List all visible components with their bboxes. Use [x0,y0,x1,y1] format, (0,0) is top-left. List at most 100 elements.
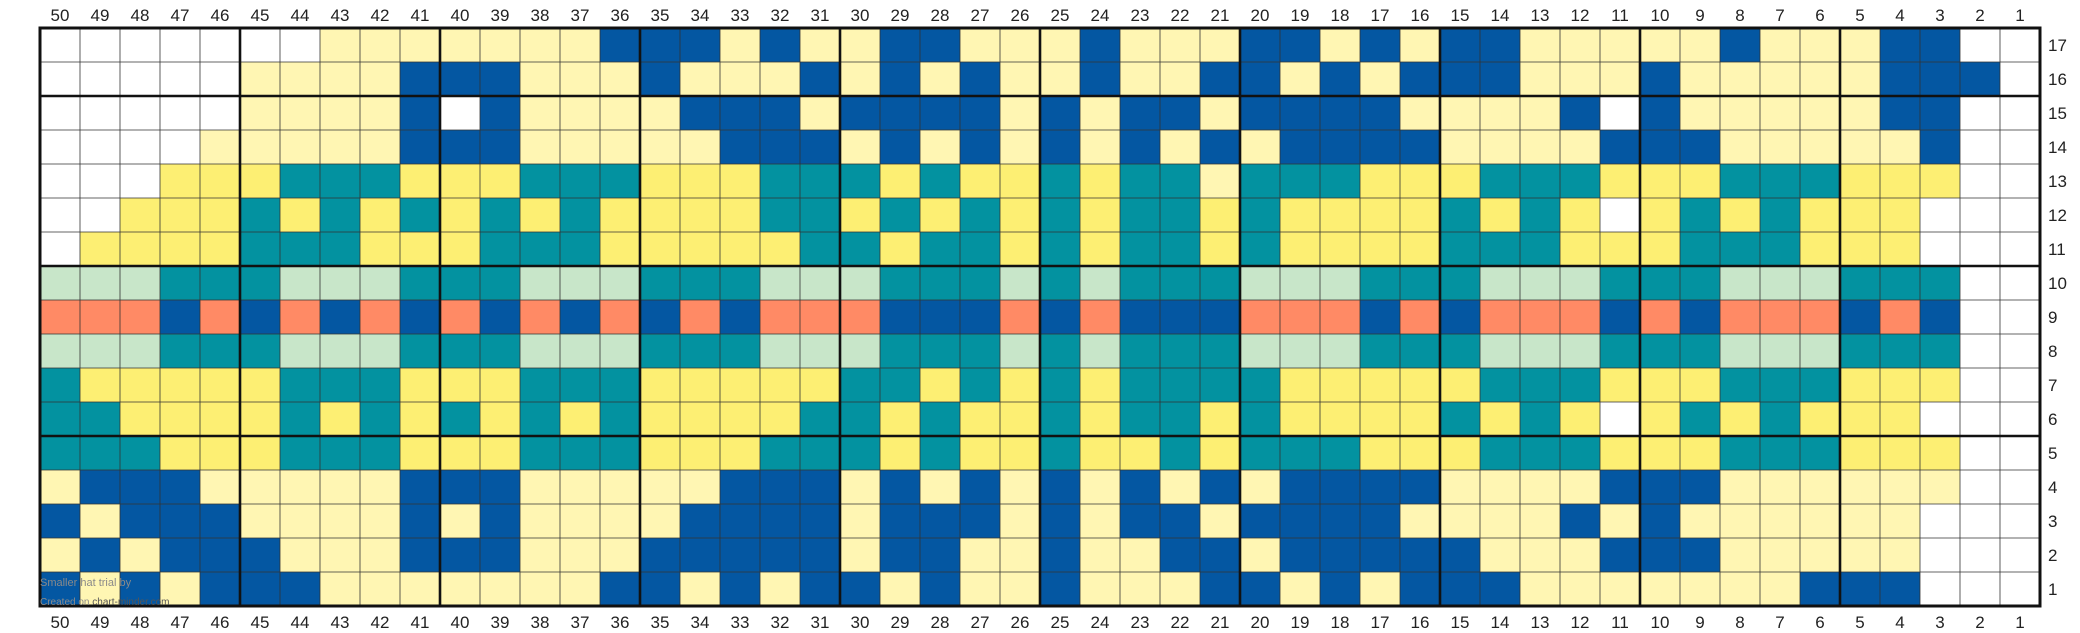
cell-r3-c12 [1560,504,1600,538]
cell-r7-c20 [1240,368,1280,402]
cell-r5-c15 [1440,436,1480,470]
cell-r14-c18 [1320,130,1360,164]
column-label-top: 23 [1131,6,1150,25]
cell-r15-c18 [1320,96,1360,130]
cell-r11-c20 [1240,232,1280,266]
cell-r10-c47 [160,266,200,300]
cell-r12-c19 [1280,198,1320,232]
cell-r7-c19 [1280,368,1320,402]
cell-r1-c38 [520,572,560,606]
cell-r14-c2 [1960,130,2000,164]
cell-r7-c1 [2000,368,2040,402]
cell-r1-c43 [320,572,360,606]
cell-r12-c15 [1440,198,1480,232]
column-label-top: 29 [891,6,910,25]
cell-r12-c38 [520,198,560,232]
column-label-bottom: 16 [1411,613,1430,632]
cell-r2-c49 [80,538,120,572]
cell-r2-c48 [120,538,160,572]
cell-r13-c32 [760,164,800,198]
cell-r2-c7 [1760,538,1800,572]
cell-r5-c2 [1960,436,2000,470]
column-label-bottom: 6 [1815,613,1824,632]
cell-r15-c34 [680,96,720,130]
cell-r11-c42 [360,232,400,266]
cell-r12-c9 [1680,198,1720,232]
column-label-top: 12 [1571,6,1590,25]
column-label-top: 30 [851,6,870,25]
column-label-top: 26 [1011,6,1030,25]
cell-r1-c29 [880,572,920,606]
cell-r15-c42 [360,96,400,130]
column-label-top: 25 [1051,6,1070,25]
cell-r3-c30 [840,504,880,538]
cell-r8-c26 [1000,334,1040,368]
cell-r8-c22 [1160,334,1200,368]
row-label: 6 [2048,410,2057,429]
created-on-link[interactable]: chart-minder.com [92,597,170,608]
column-label-bottom: 18 [1331,613,1350,632]
cell-r11-c50 [40,232,80,266]
column-label-bottom: 15 [1451,613,1470,632]
cell-r3-c16 [1400,504,1440,538]
cell-r2-c43 [320,538,360,572]
cell-r17-c4 [1880,28,1920,62]
cell-r3-c47 [160,504,200,538]
cell-r11-c16 [1400,232,1440,266]
cell-r12-c16 [1400,198,1440,232]
cell-r16-c20 [1240,62,1280,96]
cell-r12-c35 [640,198,680,232]
row-label: 3 [2048,512,2057,531]
cell-r12-c42 [360,198,400,232]
row-label: 17 [2048,36,2067,55]
cell-r17-c14 [1480,28,1520,62]
cell-r5-c50 [40,436,80,470]
cell-r15-c4 [1880,96,1920,130]
cell-r11-c25 [1040,232,1080,266]
cell-r17-c12 [1560,28,1600,62]
cell-r16-c44 [280,62,320,96]
cell-r2-c39 [480,538,520,572]
cell-r17-c46 [200,28,240,62]
cell-r17-c50 [40,28,80,62]
row-label: 4 [2048,478,2057,497]
cell-r3-c4 [1880,504,1920,538]
cell-r3-c20 [1240,504,1280,538]
cell-r2-c19 [1280,538,1320,572]
cell-r9-c29 [880,300,920,334]
cell-r17-c38 [520,28,560,62]
cell-r13-c45 [240,164,280,198]
cell-r4-c21 [1200,470,1240,504]
column-label-bottom: 30 [851,613,870,632]
cell-r5-c14 [1480,436,1520,470]
cell-r2-c37 [560,538,600,572]
cell-r16-c25 [1040,62,1080,96]
cell-r3-c48 [120,504,160,538]
cell-r11-c29 [880,232,920,266]
cell-r2-c18 [1320,538,1360,572]
cell-r6-c9 [1680,402,1720,436]
cell-r16-c29 [880,62,920,96]
cell-r6-c15 [1440,402,1480,436]
cell-r5-c28 [920,436,960,470]
cell-r11-c18 [1320,232,1360,266]
cell-r12-c7 [1760,198,1800,232]
cell-r11-c5 [1840,232,1880,266]
cell-r4-c18 [1320,470,1360,504]
column-label-bottom: 10 [1651,613,1670,632]
cell-r11-c43 [320,232,360,266]
cell-r16-c24 [1080,62,1120,96]
cell-r6-c23 [1120,402,1160,436]
cell-r4-c31 [800,470,840,504]
cell-r12-c24 [1080,198,1120,232]
cell-r16-c13 [1520,62,1560,96]
cell-r10-c5 [1840,266,1880,300]
column-label-top: 50 [51,6,70,25]
cell-r11-c28 [920,232,960,266]
cell-r11-c38 [520,232,560,266]
cell-r15-c3 [1920,96,1960,130]
cell-r15-c2 [1960,96,2000,130]
cell-r14-c25 [1040,130,1080,164]
cell-r10-c16 [1400,266,1440,300]
cell-r8-c30 [840,334,880,368]
